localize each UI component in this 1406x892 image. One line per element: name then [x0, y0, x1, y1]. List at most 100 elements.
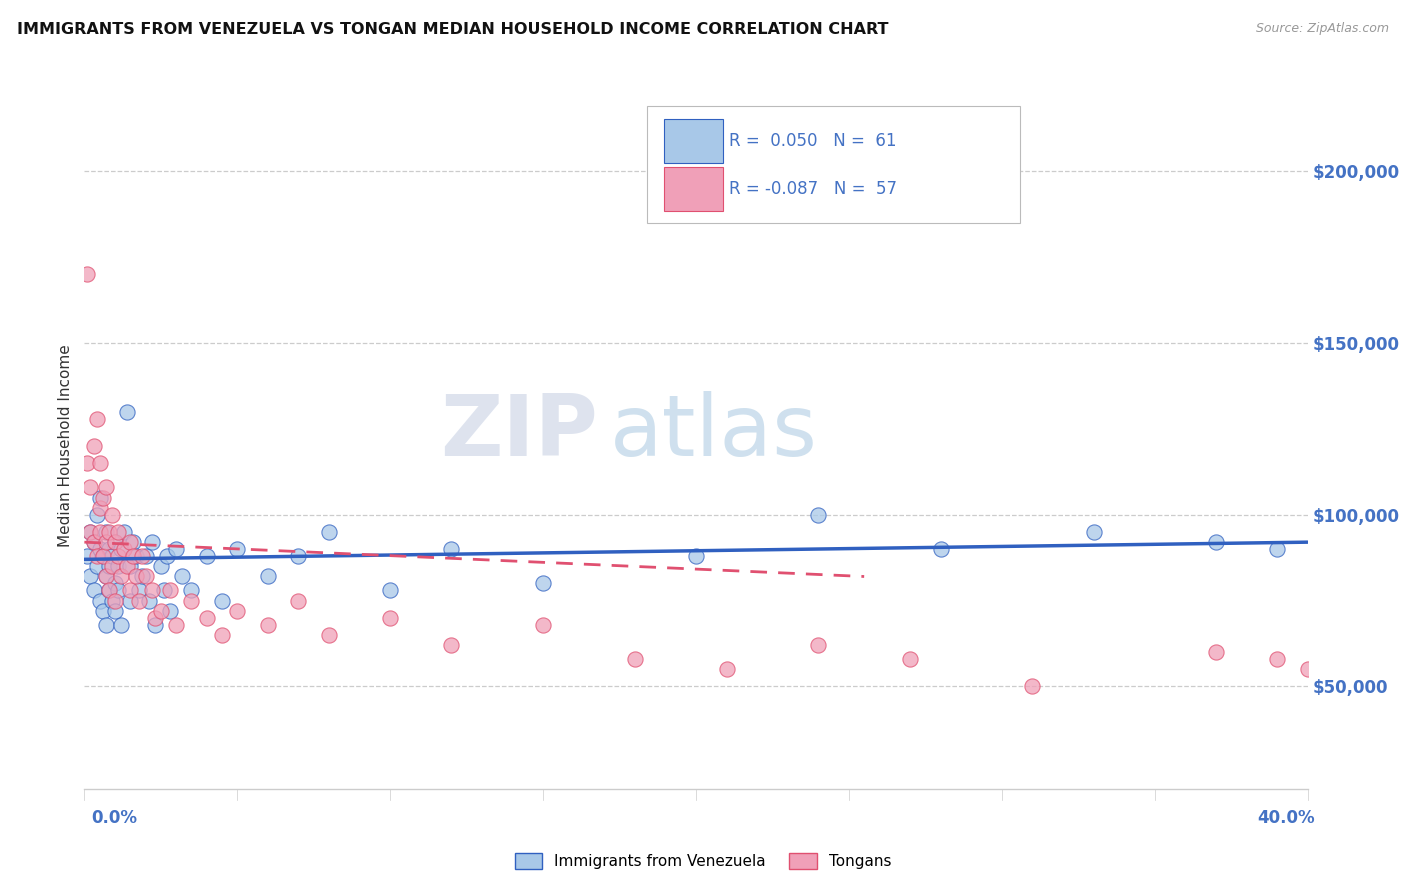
FancyBboxPatch shape: [664, 167, 723, 211]
Point: [79, 480, 101, 494]
Point: [107, 583, 129, 598]
Point: [380, 611, 402, 625]
Point: [94, 524, 117, 539]
Point: [1021, 680, 1043, 694]
Point: [91, 604, 114, 618]
Point: [104, 604, 127, 618]
Point: [141, 583, 163, 598]
Legend: Immigrants from Venezuela, Tongans: Immigrants from Venezuela, Tongans: [509, 847, 897, 875]
Point: [101, 593, 124, 607]
Point: [122, 549, 145, 563]
Point: [149, 604, 172, 618]
Point: [180, 583, 202, 598]
Point: [97, 541, 120, 557]
Text: atlas: atlas: [610, 391, 818, 474]
Point: [94, 480, 117, 494]
Point: [115, 559, 138, 574]
Point: [226, 541, 249, 557]
Point: [172, 569, 194, 583]
Point: [86, 559, 108, 574]
Point: [107, 559, 129, 574]
Point: [149, 559, 172, 574]
Point: [125, 549, 148, 563]
Point: [97, 524, 120, 539]
Text: Source: ZipAtlas.com: Source: ZipAtlas.com: [1256, 22, 1389, 36]
Point: [440, 638, 463, 652]
Point: [440, 541, 463, 557]
FancyBboxPatch shape: [664, 119, 723, 163]
Point: [125, 569, 148, 583]
Point: [159, 604, 181, 618]
Point: [120, 535, 142, 549]
Point: [112, 541, 135, 557]
Point: [97, 583, 120, 598]
Point: [1205, 645, 1227, 659]
Point: [195, 611, 218, 625]
Point: [120, 583, 142, 598]
Point: [531, 576, 554, 591]
Point: [131, 549, 153, 563]
Point: [110, 569, 132, 583]
Text: R = -0.087   N =  57: R = -0.087 N = 57: [728, 180, 897, 198]
Point: [83, 535, 105, 549]
Point: [287, 593, 309, 607]
Point: [91, 549, 114, 563]
Point: [624, 652, 647, 666]
Point: [104, 576, 127, 591]
Text: IMMIGRANTS FROM VENEZUELA VS TONGAN MEDIAN HOUSEHOLD INCOME CORRELATION CHART: IMMIGRANTS FROM VENEZUELA VS TONGAN MEDI…: [17, 22, 889, 37]
Point: [89, 456, 111, 470]
Point: [531, 617, 554, 632]
Point: [89, 491, 111, 505]
Point: [86, 508, 108, 522]
Point: [97, 559, 120, 574]
Point: [716, 662, 738, 676]
Point: [91, 491, 114, 505]
Point: [380, 583, 402, 598]
Point: [195, 549, 218, 563]
Point: [94, 569, 117, 583]
FancyBboxPatch shape: [647, 106, 1021, 223]
Point: [94, 617, 117, 632]
Point: [257, 569, 280, 583]
Point: [1083, 524, 1105, 539]
Text: 0.0%: 0.0%: [91, 809, 138, 827]
Point: [120, 559, 142, 574]
Point: [135, 549, 157, 563]
Point: [287, 549, 309, 563]
Point: [76, 268, 98, 282]
Point: [141, 535, 163, 549]
Point: [929, 541, 952, 557]
Point: [211, 593, 233, 607]
Point: [76, 549, 98, 563]
Point: [115, 405, 138, 419]
Point: [104, 593, 127, 607]
Point: [143, 611, 166, 625]
Point: [156, 549, 179, 563]
Point: [101, 549, 124, 563]
Point: [165, 617, 187, 632]
Point: [1265, 652, 1288, 666]
Point: [83, 583, 105, 598]
Point: [807, 638, 830, 652]
Point: [89, 593, 111, 607]
Point: [211, 628, 233, 642]
Point: [91, 549, 114, 563]
Point: [107, 549, 129, 563]
Point: [1265, 541, 1288, 557]
Point: [122, 535, 145, 549]
Point: [94, 535, 117, 549]
Point: [143, 617, 166, 632]
Point: [898, 652, 921, 666]
Point: [97, 583, 120, 598]
Point: [86, 549, 108, 563]
Point: [110, 541, 132, 557]
Point: [257, 617, 280, 632]
Point: [110, 617, 132, 632]
Point: [101, 508, 124, 522]
Y-axis label: Median Household Income: Median Household Income: [58, 344, 73, 548]
Point: [104, 535, 127, 549]
Point: [83, 439, 105, 453]
Point: [79, 524, 101, 539]
Point: [120, 593, 142, 607]
Point: [807, 508, 830, 522]
